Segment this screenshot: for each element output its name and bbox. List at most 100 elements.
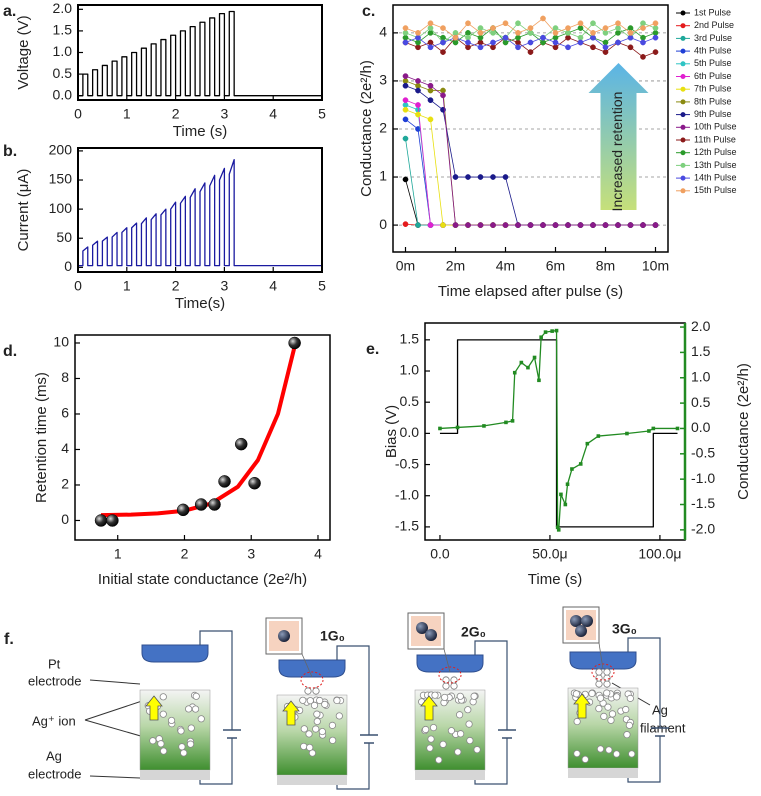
marker — [440, 87, 446, 94]
legend-marker — [680, 35, 686, 41]
ion — [457, 730, 465, 738]
y-tick-label: -1.0 — [395, 486, 419, 502]
x-axis-label: Time (s) — [528, 571, 582, 588]
marker — [552, 25, 559, 31]
marker — [440, 49, 446, 55]
marker — [477, 30, 484, 36]
marker — [527, 49, 534, 55]
marker — [427, 39, 434, 46]
plot-frame — [77, 147, 323, 273]
ion — [316, 696, 324, 705]
marker — [402, 82, 409, 89]
x-axis-label: Time (s) — [173, 123, 227, 140]
point — [218, 475, 231, 488]
marker — [527, 39, 534, 46]
marker — [627, 34, 634, 41]
marker — [402, 221, 409, 227]
legend-label: 7th Pulse — [694, 84, 732, 94]
y2-tick-label: 1.0 — [691, 368, 711, 384]
marker — [527, 30, 534, 36]
ion — [427, 735, 435, 743]
point — [288, 336, 301, 350]
x-tick-label: 0 — [74, 278, 82, 294]
marker — [452, 222, 459, 228]
ag-label: electrode — [28, 766, 81, 781]
marker — [519, 360, 524, 365]
marker — [640, 222, 646, 228]
marker — [415, 111, 421, 118]
x-tick-label: 10m — [642, 258, 669, 274]
contact-ring — [438, 666, 462, 684]
marker — [577, 222, 584, 228]
marker — [465, 39, 471, 46]
marker — [577, 39, 584, 46]
point — [176, 503, 190, 517]
marker — [625, 431, 629, 436]
filament-atom — [304, 687, 312, 695]
ion — [149, 737, 157, 745]
ion — [600, 712, 608, 720]
marker — [452, 39, 459, 46]
marker — [415, 78, 421, 84]
legend-label: 13th Pulse — [694, 160, 737, 170]
marker — [415, 39, 421, 46]
marker — [452, 174, 459, 180]
y-tick-label: 6 — [61, 405, 69, 421]
marker — [550, 329, 554, 333]
ion — [572, 690, 580, 698]
legend-label: 6th Pulse — [694, 71, 732, 81]
marker — [502, 39, 509, 46]
marker — [452, 34, 459, 41]
marker — [539, 335, 543, 339]
ion — [426, 744, 434, 752]
y2-tick-label: -1.5 — [691, 495, 715, 511]
y-tick-label: -1.5 — [395, 518, 419, 534]
marker — [415, 82, 421, 89]
marker — [570, 467, 574, 471]
x-tick-label: 2 — [172, 278, 180, 294]
point — [94, 514, 108, 527]
ion — [329, 736, 337, 744]
plot-frame — [77, 4, 323, 101]
filament-atom — [595, 668, 603, 676]
pt-label: electrode — [28, 673, 81, 688]
y-tick-label: 0.5 — [53, 65, 73, 81]
ion — [321, 700, 329, 708]
y-axis-label: Voltage (V) — [15, 15, 32, 89]
marker — [402, 97, 409, 103]
marker — [540, 39, 546, 46]
panel-label: d. — [3, 343, 17, 360]
legend-marker — [680, 61, 686, 67]
x-tick-label: 4m — [496, 258, 515, 274]
y-tick-label: -0.5 — [395, 455, 419, 471]
legend-marker — [680, 86, 686, 92]
marker — [515, 20, 521, 27]
y2-tick-label: -1.0 — [691, 470, 715, 486]
marker — [640, 54, 646, 60]
state-label: 3G₀ — [612, 621, 637, 637]
marker — [615, 25, 621, 31]
marker — [615, 20, 621, 27]
y-tick-label: 100 — [49, 200, 73, 216]
atom — [416, 622, 428, 634]
marker — [552, 44, 559, 51]
legend-marker — [680, 74, 686, 79]
marker — [596, 434, 601, 438]
y-tick-label: 8 — [61, 369, 69, 385]
marker — [427, 87, 434, 94]
marker — [415, 222, 421, 228]
marker — [482, 424, 486, 428]
ion-arrow — [145, 695, 163, 721]
filament-atom — [442, 682, 450, 690]
marker — [504, 420, 508, 425]
marker — [477, 174, 484, 180]
y-axis-label: Retention time (ms) — [33, 372, 50, 503]
y2-tick-label: 1.5 — [691, 343, 711, 359]
point — [194, 498, 208, 511]
marker — [590, 20, 596, 27]
marker — [465, 174, 471, 180]
circuit-wire — [336, 645, 370, 790]
x-tick-label: 1 — [114, 546, 122, 562]
x-tick-label: 100.0μ — [638, 546, 681, 562]
legend-label: 14th Pulse — [694, 172, 737, 182]
